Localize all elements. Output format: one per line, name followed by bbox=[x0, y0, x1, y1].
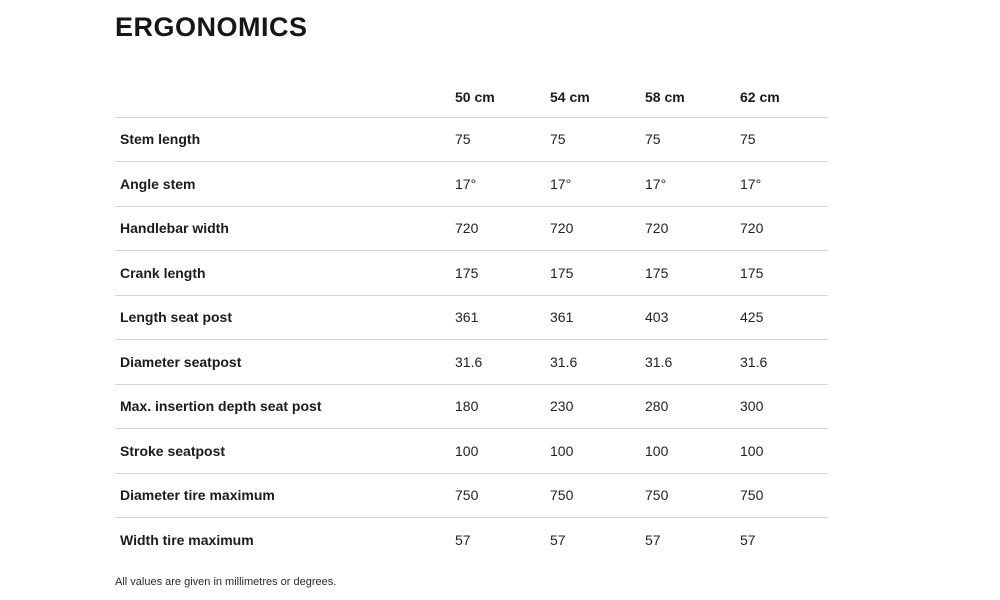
table-row: Crank length 175 175 175 175 bbox=[115, 250, 828, 296]
table-row: Diameter tire maximum 750 750 750 750 bbox=[115, 473, 828, 518]
cell-value: 175 bbox=[740, 250, 828, 296]
cell-value: 57 bbox=[455, 532, 471, 548]
page-title: ERGONOMICS bbox=[115, 12, 308, 42]
cell-value: 750 bbox=[550, 473, 645, 518]
cell-value: 175 bbox=[645, 250, 740, 296]
cell-value: 57 bbox=[740, 532, 756, 548]
table-header-row: 50 cm 54 cm 58 cm 62 cm bbox=[115, 78, 828, 118]
cell-value: 31.6 bbox=[550, 339, 645, 385]
cell-value: 720 bbox=[645, 206, 740, 251]
cell-value: 31.6 bbox=[455, 339, 550, 385]
cell-value: 17° bbox=[645, 161, 740, 207]
table-row: Diameter seatpost 31.6 31.6 31.6 31.6 bbox=[115, 339, 828, 385]
row-label: Angle stem bbox=[115, 161, 455, 207]
ergonomics-table: 50 cm 54 cm 58 cm 62 cm Stem length 75 75 7… bbox=[115, 78, 828, 562]
row-label: Max. insertion depth seat post bbox=[115, 384, 455, 429]
cell-value: 31.6 bbox=[645, 339, 740, 385]
column-header-50cm: 50 cm bbox=[455, 78, 550, 118]
cell-value: 300 bbox=[740, 384, 828, 429]
cell-value: 175 bbox=[455, 250, 550, 296]
table-row: Handlebar width 720 720 720 720 bbox=[115, 206, 828, 251]
row-label: Diameter tire maximum bbox=[115, 473, 455, 518]
cell-value: 75 bbox=[455, 117, 550, 162]
table-row: Max. insertion depth seat post 180 230 280 3… bbox=[115, 384, 828, 429]
cell-value: 100 bbox=[550, 428, 645, 474]
cell-value: 17° bbox=[455, 161, 550, 207]
cell-value: 403 bbox=[645, 295, 740, 340]
cell-value: 361 bbox=[550, 295, 645, 340]
cell-value: 57 bbox=[645, 532, 661, 548]
cell-value: 280 bbox=[645, 384, 740, 429]
row-label: Length seat post bbox=[115, 295, 455, 340]
column-header-54cm: 54 cm bbox=[550, 78, 645, 118]
column-header-62cm: 62 cm bbox=[740, 78, 828, 118]
cell-value: 100 bbox=[740, 428, 828, 474]
cell-value: 750 bbox=[645, 473, 740, 518]
row-label: Stroke seatpost bbox=[115, 428, 455, 474]
table-row: Width tire maximum 57 57 57 57 bbox=[115, 518, 828, 563]
table-row: Stem length 75 75 75 75 bbox=[115, 117, 828, 162]
cell-value: 57 bbox=[550, 532, 566, 548]
cell-value: 720 bbox=[455, 206, 550, 251]
row-label: Crank length bbox=[115, 250, 455, 296]
row-label: Handlebar width bbox=[115, 206, 455, 251]
cell-value: 75 bbox=[645, 117, 740, 162]
cell-value: 720 bbox=[740, 206, 828, 251]
table-row: Stroke seatpost 100 100 100 100 bbox=[115, 428, 828, 474]
table-row: Length seat post 361 361 403 425 bbox=[115, 295, 828, 340]
cell-value: 75 bbox=[550, 117, 645, 162]
row-label: Diameter seatpost bbox=[115, 339, 455, 385]
row-label: Width tire maximum bbox=[120, 532, 254, 548]
cell-value: 17° bbox=[740, 161, 828, 207]
cell-value: 175 bbox=[550, 250, 645, 296]
cell-value: 720 bbox=[550, 206, 645, 251]
column-header-58cm: 58 cm bbox=[645, 78, 740, 118]
spec-column-header bbox=[115, 78, 455, 118]
cell-value: 361 bbox=[455, 295, 550, 340]
table-row: Angle stem 17° 17° 17° 17° bbox=[115, 161, 828, 207]
cell-value: 750 bbox=[455, 473, 550, 518]
cell-value: 425 bbox=[740, 295, 828, 340]
cell-value: 17° bbox=[550, 161, 645, 207]
cell-value: 230 bbox=[550, 384, 645, 429]
cell-value: 75 bbox=[740, 117, 828, 162]
row-label: Stem length bbox=[115, 117, 455, 162]
cell-value: 100 bbox=[455, 428, 550, 474]
cell-value: 100 bbox=[645, 428, 740, 474]
cell-value: 31.6 bbox=[740, 339, 828, 385]
cell-value: 750 bbox=[740, 473, 828, 518]
footnote: All values are given in millimetres or d… bbox=[115, 576, 337, 588]
cell-value: 180 bbox=[455, 384, 550, 429]
